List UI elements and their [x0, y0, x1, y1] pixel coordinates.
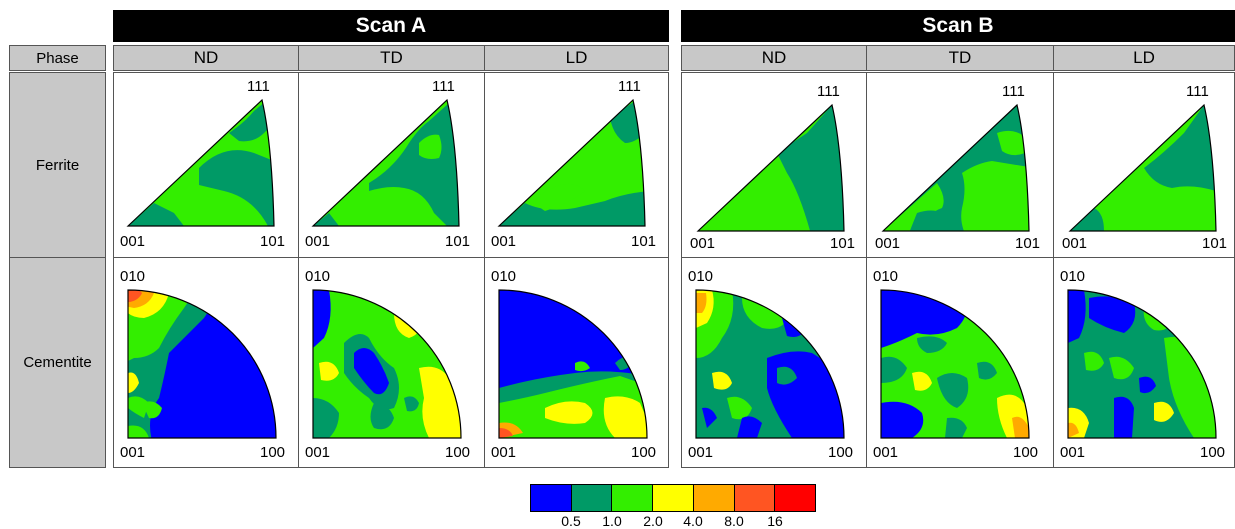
cementite-ipf-td-a [312, 289, 462, 439]
scan-b-nd-header: ND [681, 45, 867, 71]
ferrite-label-001: 001 [875, 235, 901, 252]
cementite-scan-b-ld-figure: 010 001 100 [1053, 257, 1235, 468]
cementite-label-010: 010 [688, 268, 714, 285]
cementite-label-100: 100 [1200, 444, 1226, 461]
ferrite-label-001: 001 [305, 233, 331, 250]
ferrite-label-101: 101 [260, 233, 286, 250]
ferrite-scan-b-nd-figure: 111 001 101 [681, 72, 867, 258]
cementite-scan-b-nd-figure: 010 001 100 [681, 257, 867, 468]
color-swatch-4 [653, 485, 694, 511]
cementite-label-100: 100 [445, 444, 471, 461]
phase-header: Phase [9, 45, 106, 71]
cementite-label-001: 001 [873, 444, 899, 461]
color-swatch-3 [612, 485, 654, 511]
ferrite-ipf-nd-a [126, 98, 275, 227]
ferrite-scan-b-td-figure: 111 001 101 [866, 72, 1054, 258]
scan-b-ld-header: LD [1053, 45, 1235, 71]
legend-label-1-0: 1.0 [602, 513, 622, 529]
ferrite-scan-a-ld-figure: 111 001 101 [484, 72, 669, 258]
ferrite-scan-a-nd-figure: 111 001 101 [113, 72, 299, 258]
ferrite-label-111: 111 [618, 78, 641, 95]
ferrite-label-111: 111 [1002, 83, 1025, 100]
ferrite-ipf-ld-b [1068, 103, 1217, 232]
cementite-label-001: 001 [1060, 444, 1086, 461]
color-swatch-2 [571, 485, 613, 511]
scan-a-nd-header: ND [113, 45, 299, 71]
legend-label-2-0: 2.0 [643, 513, 663, 529]
ferrite-label-101: 101 [631, 233, 657, 250]
cementite-label-001: 001 [688, 444, 714, 461]
ferrite-label-001: 001 [1062, 235, 1088, 252]
ferrite-label-001: 001 [690, 235, 716, 252]
cementite-scan-a-td-figure: 010 001 100 [298, 257, 485, 468]
color-swatch-7 [775, 485, 816, 511]
legend-label-16: 16 [767, 513, 783, 529]
cementite-label-100: 100 [260, 444, 286, 461]
ferrite-row-header: Ferrite [9, 72, 106, 258]
cementite-scan-a-nd-figure: 010 001 100 [113, 257, 299, 468]
scan-b-td-header: TD [866, 45, 1054, 71]
color-scale-bar [530, 484, 816, 512]
color-swatch-1 [531, 485, 572, 511]
ferrite-ipf-ld-a [497, 98, 646, 227]
cementite-label-100: 100 [631, 444, 657, 461]
ferrite-label-001: 001 [120, 233, 146, 250]
ferrite-label-101: 101 [830, 235, 856, 252]
ferrite-label-101: 101 [445, 233, 471, 250]
color-scale-labels: 0.5 1.0 2.0 4.0 8.0 16 [530, 514, 816, 529]
scan-a-ld-header: LD [484, 45, 669, 71]
ferrite-label-111: 111 [432, 78, 455, 95]
ferrite-ipf-nd-b [696, 103, 845, 232]
cementite-label-010: 010 [120, 268, 146, 285]
color-swatch-5 [693, 485, 735, 511]
ferrite-ipf-td-b [881, 103, 1030, 232]
cementite-label-001: 001 [305, 444, 331, 461]
cementite-label-010: 010 [873, 268, 899, 285]
scan-a-header: Scan A [113, 10, 669, 42]
ferrite-label-001: 001 [491, 233, 517, 250]
cementite-scan-a-ld-figure: 010 001 100 [484, 257, 669, 468]
ferrite-label-111: 111 [1186, 83, 1209, 100]
color-swatch-6 [734, 485, 776, 511]
ferrite-scan-b-ld-figure: 111 001 101 [1053, 72, 1235, 258]
ferrite-label-101: 101 [1015, 235, 1041, 252]
cementite-label-100: 100 [828, 444, 854, 461]
legend-label-0-5: 0.5 [561, 513, 581, 529]
cementite-label-010: 010 [491, 268, 517, 285]
ferrite-label-101: 101 [1202, 235, 1228, 252]
ferrite-scan-a-td-figure: 111 001 101 [298, 72, 485, 258]
scan-a-td-header: TD [298, 45, 485, 71]
cementite-ipf-nd-a [127, 289, 277, 439]
cementite-ipf-td-b [880, 289, 1030, 439]
cementite-row-header: Cementite [9, 257, 106, 468]
cementite-label-010: 010 [305, 268, 331, 285]
cementite-ipf-ld-b [1067, 289, 1217, 439]
cementite-label-100: 100 [1013, 444, 1039, 461]
ferrite-label-111: 111 [817, 83, 840, 100]
cementite-ipf-ld-a [498, 289, 648, 439]
cementite-label-001: 001 [120, 444, 146, 461]
cementite-label-010: 010 [1060, 268, 1086, 285]
cementite-label-001: 001 [491, 444, 517, 461]
cementite-ipf-nd-b [695, 289, 845, 439]
legend-label-4-0: 4.0 [683, 513, 703, 529]
cementite-scan-b-td-figure: 010 001 100 [866, 257, 1054, 468]
ferrite-label-111: 111 [247, 78, 270, 95]
scan-b-header: Scan B [681, 10, 1235, 42]
ferrite-ipf-td-a [311, 98, 460, 227]
legend-label-8-0: 8.0 [724, 513, 744, 529]
